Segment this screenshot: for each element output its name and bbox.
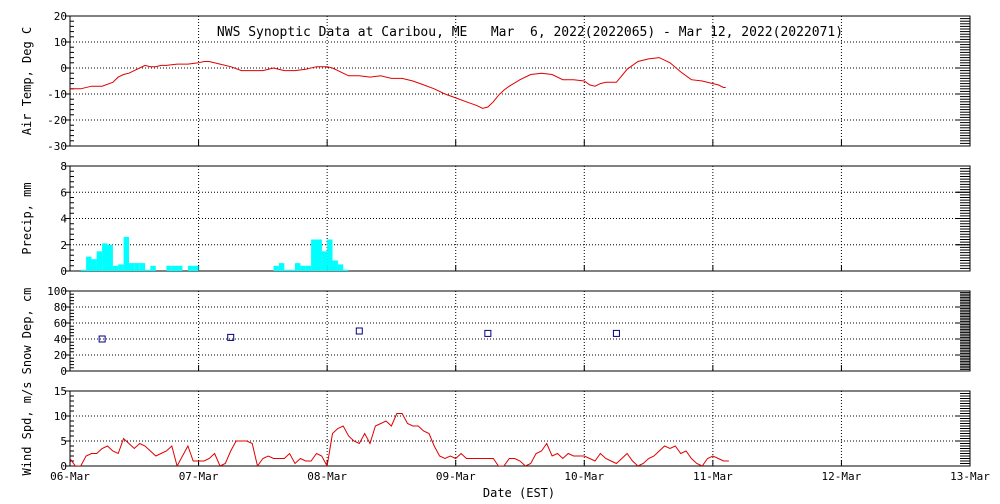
- y-tick-label: 0: [60, 365, 67, 378]
- precip-bar: [96, 251, 103, 271]
- x-tick-label: 12-Mar: [822, 470, 862, 483]
- x-axis-label: Date (EST): [483, 486, 555, 500]
- precip-y-label: Precip, mm: [20, 182, 34, 254]
- snow-depth-point: [98, 335, 106, 343]
- precip-bar: [321, 251, 328, 271]
- y-tick-label: 0: [60, 265, 67, 278]
- y-tick-label: 0: [60, 460, 67, 473]
- snow-depth-point: [612, 329, 620, 337]
- precip-bar: [316, 239, 322, 271]
- y-tick-label: 8: [60, 160, 67, 173]
- x-axis: 06-Mar 07-Mar 08-Mar 09-Mar 10-Mar 11-Mar 12-M…: [50, 470, 990, 483]
- x-tick-label: 11-Mar: [693, 470, 733, 483]
- y-tick-label: 60: [54, 317, 67, 330]
- precip-bar: [311, 239, 317, 271]
- y-tick-label: 10: [54, 410, 67, 423]
- wind-speed-y-label: Wind Spd, m/s: [20, 382, 34, 476]
- snow-depth-y-axis: 0 20 40 60 80 100: [47, 285, 970, 378]
- snow-depth-point: [484, 329, 492, 337]
- snow-depth-marks: [98, 327, 620, 343]
- x-tick-label: 08-Mar: [307, 470, 347, 483]
- y-tick-label: -10: [47, 88, 67, 101]
- precip-bar: [177, 265, 183, 271]
- precip-bar: [145, 269, 151, 271]
- precip-bar: [139, 263, 146, 271]
- wind-speed-grid: [70, 391, 970, 466]
- y-tick-label: -20: [47, 114, 67, 127]
- x-tick-label: 09-Mar: [436, 470, 476, 483]
- y-tick-label: 20: [54, 349, 67, 362]
- precip-panel: 0 2 4 6 8 Precip, mm: [20, 160, 971, 278]
- y-tick-label: 0: [60, 62, 67, 75]
- wind-speed-frame: [69, 390, 971, 467]
- wind-speed-marks: [70, 413, 729, 466]
- precip-bar: [187, 265, 194, 271]
- y-tick-label: 6: [60, 186, 67, 199]
- x-tick-label: 10-Mar: [564, 470, 604, 483]
- precip-bar: [327, 239, 333, 271]
- air-temp-marks: [70, 57, 726, 109]
- precip-bar: [273, 265, 279, 271]
- precip-grid: [70, 166, 970, 271]
- snow-depth-y-label: Snow Dep, cm: [20, 288, 34, 375]
- precip-marks: [80, 236, 349, 271]
- y-tick-label: 40: [54, 333, 67, 346]
- precip-bar: [107, 244, 113, 271]
- y-tick-label: 20: [54, 10, 67, 23]
- precip-bar: [332, 260, 338, 271]
- precip-bar: [305, 265, 312, 271]
- snow-depth-panel: 0 20 40 60 80 100 Snow Dep, cm: [20, 285, 971, 378]
- precip-bar: [134, 263, 140, 271]
- precip-bar: [91, 259, 97, 271]
- chart-title: NWS Synoptic Data at Caribou, ME Mar 6, …: [217, 25, 843, 40]
- snow-depth-point: [355, 327, 363, 335]
- precip-bar: [150, 265, 156, 271]
- air-temp-series-line: [70, 57, 726, 109]
- precip-bar: [102, 243, 108, 271]
- precip-bar: [86, 256, 92, 271]
- precip-bar: [295, 263, 301, 271]
- precip-bar: [300, 265, 306, 271]
- x-tick-label: 06-Mar: [50, 470, 90, 483]
- wind-speed-series-line: [70, 413, 729, 466]
- precip-bar: [128, 263, 135, 271]
- y-tick-label: 80: [54, 301, 67, 314]
- precip-bar: [118, 264, 124, 271]
- precip-bar: [123, 236, 129, 271]
- precip-bar: [278, 263, 285, 271]
- precip-bar: [337, 264, 344, 271]
- precip-y-axis: 0 2 4 6 8: [60, 160, 970, 278]
- y-tick-label: 10: [54, 36, 67, 49]
- precip-bar: [284, 269, 290, 271]
- x-tick-label: 07-Mar: [179, 470, 219, 483]
- y-tick-label: 15: [54, 385, 67, 398]
- air-temp-grid: [70, 16, 970, 146]
- y-tick-label: 4: [60, 213, 67, 226]
- snow-depth-point: [227, 333, 235, 341]
- precip-bar: [289, 269, 295, 271]
- y-tick-label: 2: [60, 239, 67, 252]
- air-temp-y-axis: -30 -20 -10 0 10 20: [47, 10, 970, 153]
- wind-speed-y-axis: 0 5 10 15: [54, 385, 970, 473]
- snow-depth-frame: [69, 290, 971, 372]
- precip-bar: [80, 269, 87, 271]
- precip-bar: [343, 269, 349, 271]
- precip-bar: [193, 265, 199, 271]
- precip-bar: [166, 265, 172, 271]
- precip-bar: [112, 265, 119, 271]
- y-tick-label: -30: [47, 140, 67, 153]
- air-temp-panel: -30 -20 -10 0 10 20 Air Temp, Deg C: [20, 10, 971, 153]
- y-tick-label: 5: [60, 435, 67, 448]
- y-tick-label: 100: [47, 285, 67, 298]
- x-tick-label: 13-Mar: [950, 470, 990, 483]
- air-temp-y-label: Air Temp, Deg C: [20, 27, 34, 135]
- precip-bar: [171, 265, 178, 271]
- snow-depth-grid: [70, 291, 970, 371]
- wind-speed-panel: 0 5 10 15 Wind Spd, m/s: [20, 382, 971, 476]
